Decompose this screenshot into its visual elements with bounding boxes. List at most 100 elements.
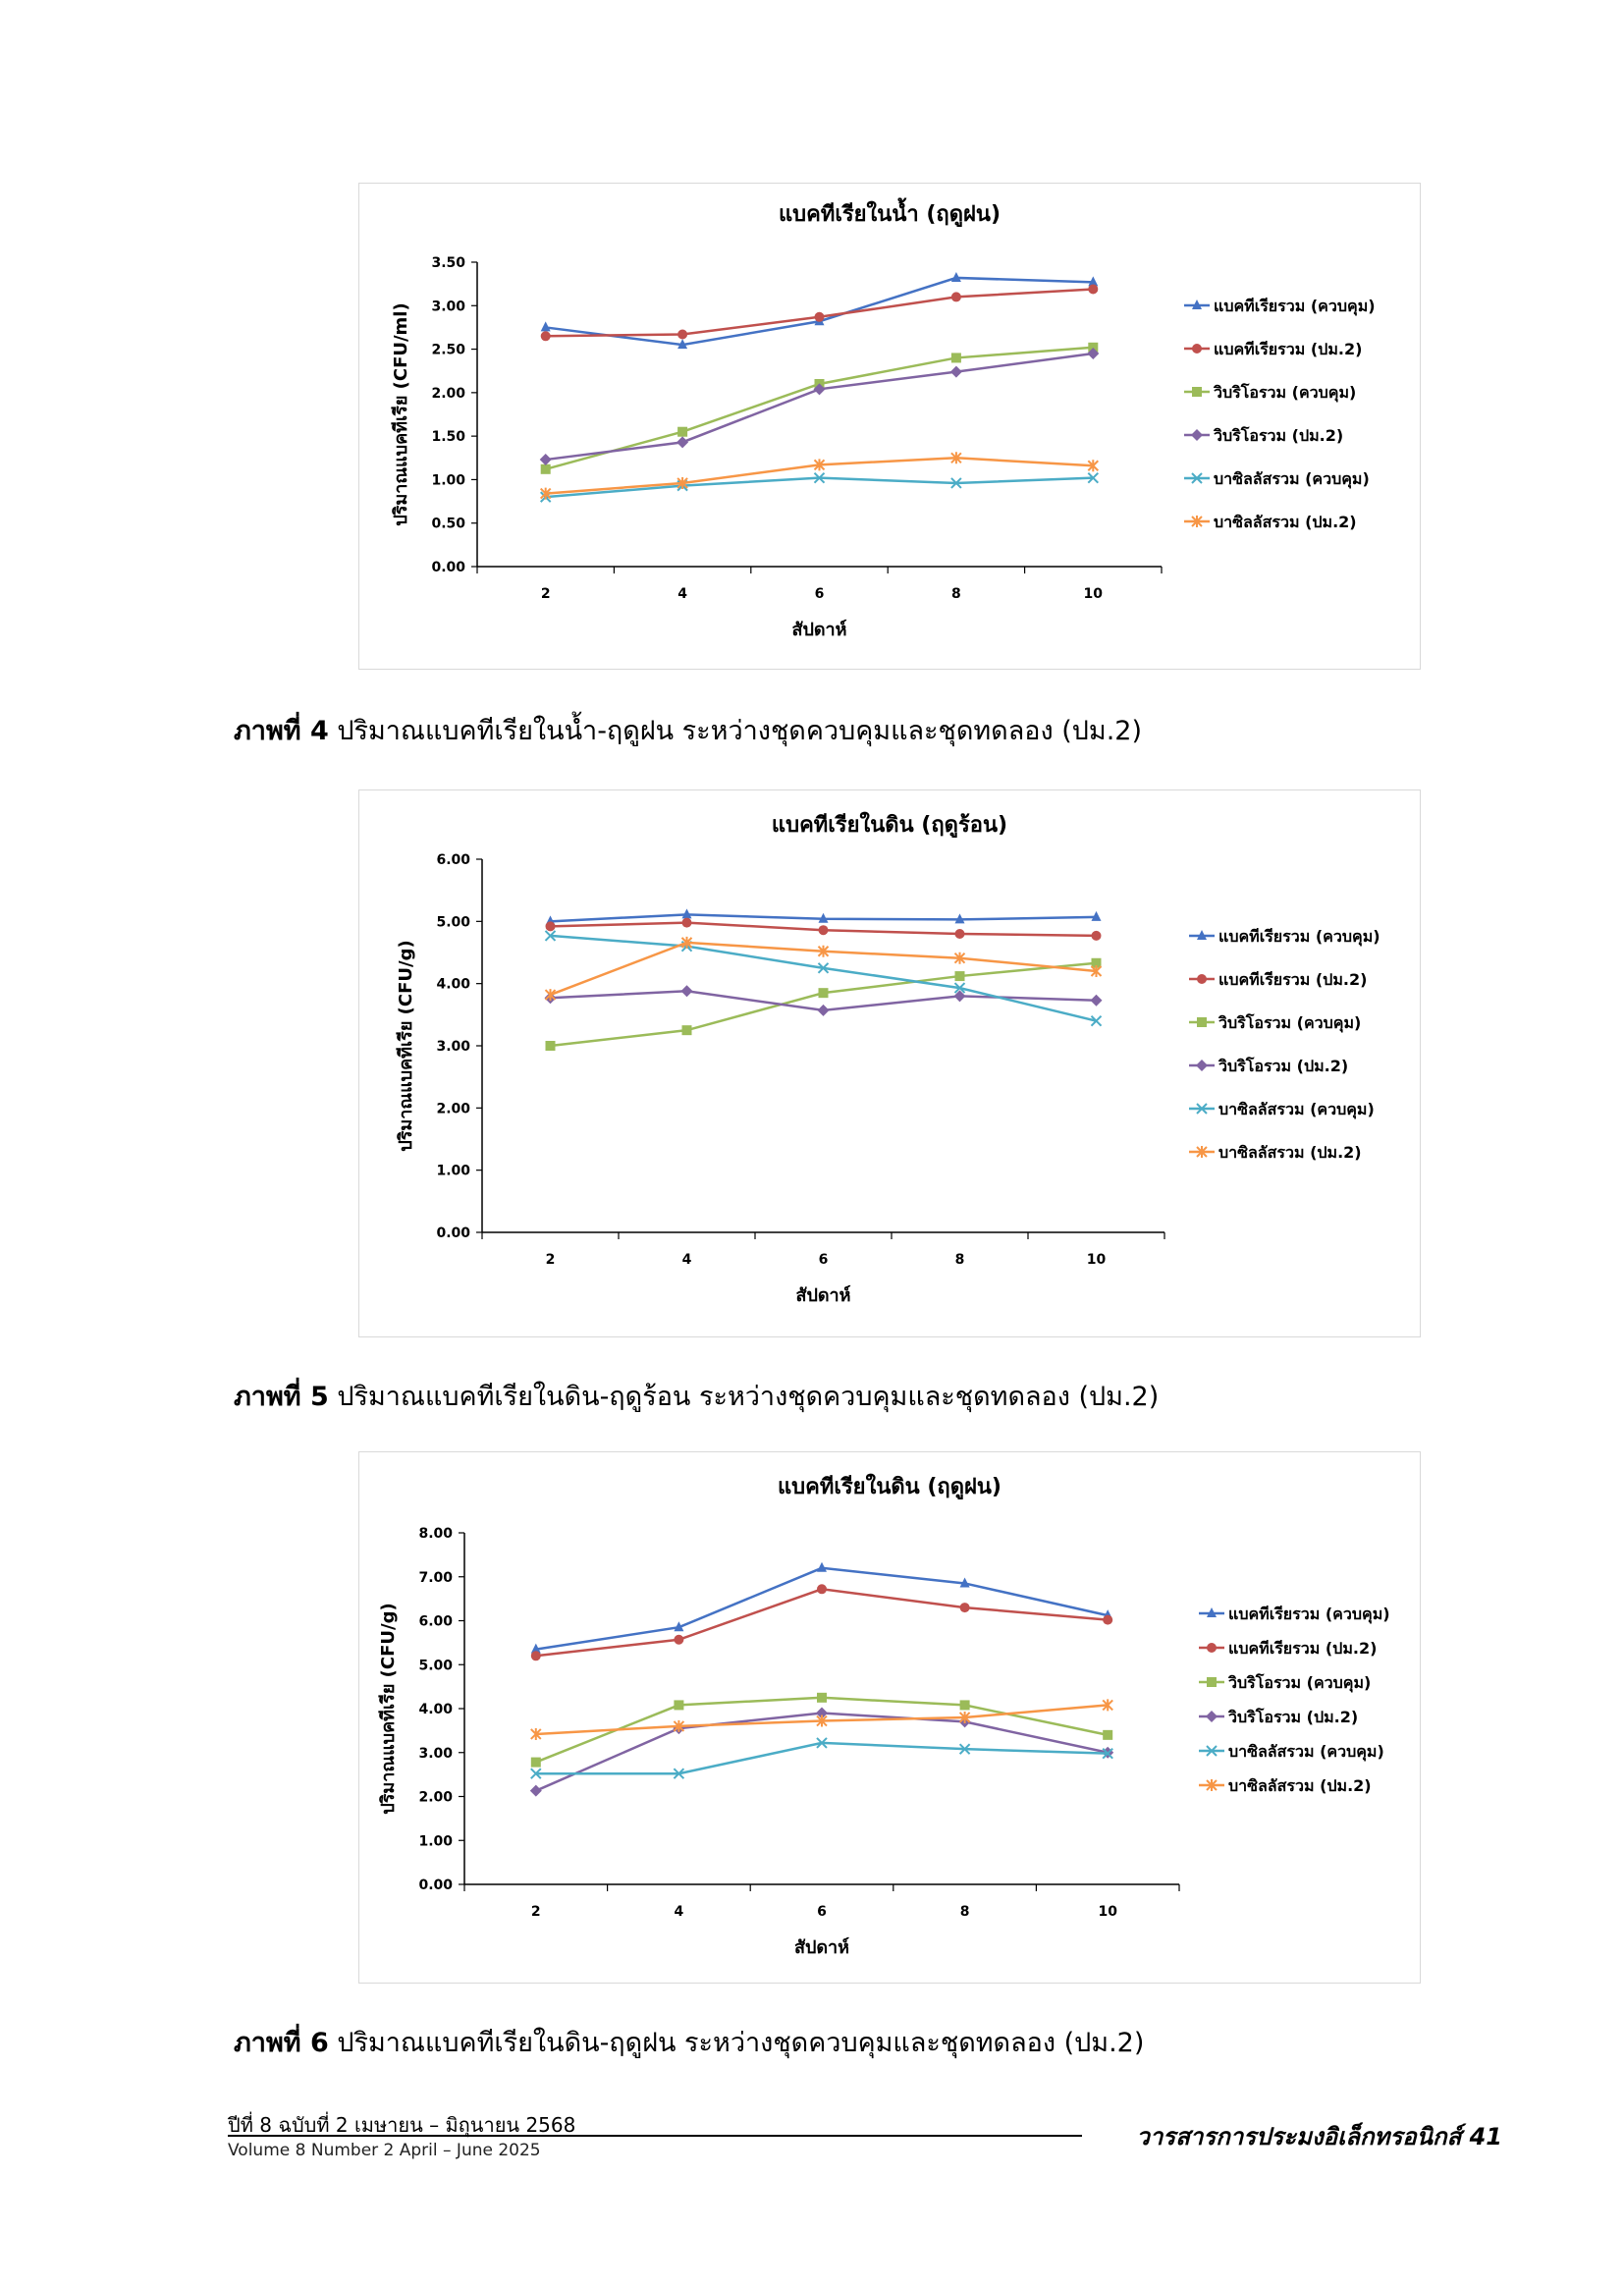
data-point: [545, 1041, 556, 1051]
data-point: [539, 454, 552, 466]
data-point: [544, 989, 557, 1002]
y-tick-label: 3.50: [431, 255, 465, 271]
series-line: [535, 1588, 1109, 1658]
data-point: [1090, 965, 1103, 977]
x-tick-label: 6: [815, 586, 825, 602]
data-point: [1091, 930, 1102, 941]
data-point: [673, 1768, 685, 1779]
chart-figure-5: แบคทีเรียในดิน (ฤดูร้อน) 0.00 1.00 2.00 3.00…: [358, 789, 1421, 1337]
legend-entry: วิบริโอรวม (ควบคุม): [1184, 382, 1356, 403]
data-point: [959, 1603, 970, 1613]
y-tick-label: 8.00: [418, 1526, 453, 1542]
y-tick-label: 2.00: [436, 1101, 470, 1116]
data-point: [950, 292, 961, 302]
y-tick-label: 4.00: [436, 977, 470, 993]
x-tick-label: 10: [1098, 1904, 1117, 1920]
chart-title: แบคทีเรียในน้ำ (ฤดูฝน): [779, 197, 1001, 228]
data-point: [958, 1743, 971, 1755]
y-tick-label: 6.00: [418, 1614, 453, 1630]
data-point: [540, 463, 551, 474]
data-point: [681, 908, 692, 919]
legend-label: แบคทีเรียรวม (ปม.2): [1218, 970, 1367, 989]
data-point: [953, 990, 966, 1003]
caption-label: ภาพที่ 6: [234, 2028, 329, 2058]
data-point: [681, 1025, 692, 1036]
x-tick-label: 6: [819, 1252, 829, 1268]
data-point: [1088, 284, 1099, 295]
legend-marker: [1207, 1607, 1217, 1617]
y-tick-label: 1.00: [436, 1164, 470, 1179]
y-tick-label: 2.00: [431, 386, 465, 402]
chart-title: แบคทีเรียในดิน (ฤดูร้อน): [772, 811, 1007, 839]
y-tick-label: 1.00: [418, 1833, 453, 1849]
data-point: [677, 426, 688, 437]
data-point: [540, 331, 551, 342]
legend-marker: [1191, 472, 1203, 484]
legend-marker: [1206, 1779, 1218, 1791]
legend-label: วิบริโอรวม (ปม.2): [1218, 1056, 1348, 1075]
series-line: [545, 352, 1094, 462]
legend-label: แบคทีเรียรวม (ปม.2): [1214, 340, 1362, 358]
data-point: [954, 913, 965, 924]
caption-figure-5: ภาพที่ 5 ปริมาณแบคทีเรียในดิน-ฤดูร้อน ระ…: [234, 1375, 1159, 1417]
data-point: [674, 1700, 684, 1711]
data-point: [959, 1577, 970, 1588]
legend-label: แบคทีเรียรวม (ควบคุม): [1218, 927, 1380, 947]
data-point: [530, 1727, 542, 1740]
legend-entry: บาซิลลัสรวม (ปม.2): [1189, 1143, 1362, 1162]
x-tick-label: 8: [955, 1252, 965, 1268]
legend-label: วิบริโอรวม (ปม.2): [1227, 1707, 1358, 1726]
legend-marker: [1207, 1677, 1217, 1687]
legend-entry: วิบริโอรวม (ปม.2): [1189, 1056, 1348, 1075]
legend-marker: [1196, 1060, 1208, 1071]
data-point: [681, 917, 692, 928]
data-point: [545, 921, 556, 932]
data-point: [530, 1768, 542, 1779]
legend-entry: แบคทีเรียรวม (ปม.2): [1199, 1639, 1377, 1658]
legend-marker: [1206, 1745, 1218, 1757]
series-5: [530, 1699, 1113, 1740]
series-5: [544, 936, 1103, 1002]
series-0: [530, 1561, 1113, 1654]
series-0: [545, 908, 1102, 926]
data-point: [1088, 276, 1099, 287]
y-tick-label: 5.00: [418, 1658, 453, 1673]
legend-entry: วิบริโอรวม (ปม.2): [1199, 1707, 1358, 1726]
data-point: [680, 936, 693, 949]
legend-entry: บาซิลลัสรวม (ควบคุม): [1199, 1742, 1384, 1762]
data-point: [680, 985, 693, 998]
y-tick-label: 0.00: [418, 1878, 453, 1893]
series-line: [550, 961, 1097, 1048]
legend-entry: บาซิลลัสรวม (ควบคุม): [1189, 1100, 1375, 1119]
series-1: [530, 1584, 1113, 1661]
data-point: [817, 1561, 827, 1572]
page-number: 41: [1469, 2123, 1502, 2150]
y-tick-label: 2.50: [431, 343, 465, 358]
chart-title: แบคทีเรียในดิน (ฤดูฝน): [778, 1473, 1001, 1500]
legend-marker: [1192, 387, 1202, 397]
data-point: [530, 1757, 541, 1768]
legend-marker: [1197, 974, 1207, 984]
legend-label: แบคทีเรียรวม (ควบคุม): [1228, 1605, 1390, 1624]
x-tick-label: 4: [682, 1252, 692, 1268]
series-5: [539, 452, 1100, 500]
legend-marker: [1197, 930, 1207, 940]
legend-marker: [1206, 1711, 1218, 1722]
data-point: [954, 929, 965, 939]
data-point: [816, 1737, 828, 1749]
y-tick-label: 5.00: [436, 914, 470, 930]
legend-entry: แบคทีเรียรวม (ควบคุม): [1199, 1605, 1390, 1624]
legend-label: บาซิลลัสรวม (ควบคุม): [1218, 1100, 1375, 1119]
data-point: [677, 476, 688, 489]
series-line: [535, 1566, 1109, 1651]
data-point: [818, 925, 829, 936]
legend-entry: วิบริโอรวม (ควบคุม): [1199, 1672, 1371, 1693]
legend-marker: [1192, 299, 1202, 309]
y-axis-label: ปริมาณแบคทีเรีย (CFU/ml): [391, 302, 411, 525]
data-point: [950, 477, 962, 489]
legend-entry: บาซิลลัสรวม (ปม.2): [1199, 1776, 1372, 1795]
data-point: [530, 1643, 541, 1654]
chart-figure-4: แบคทีเรียในน้ำ (ฤดูฝน) 0.00 0.50 1.00 1.50 2.…: [358, 183, 1421, 670]
legend-label: บาซิลลัสรวม (ควบคุม): [1214, 469, 1370, 489]
series-2: [545, 957, 1102, 1051]
